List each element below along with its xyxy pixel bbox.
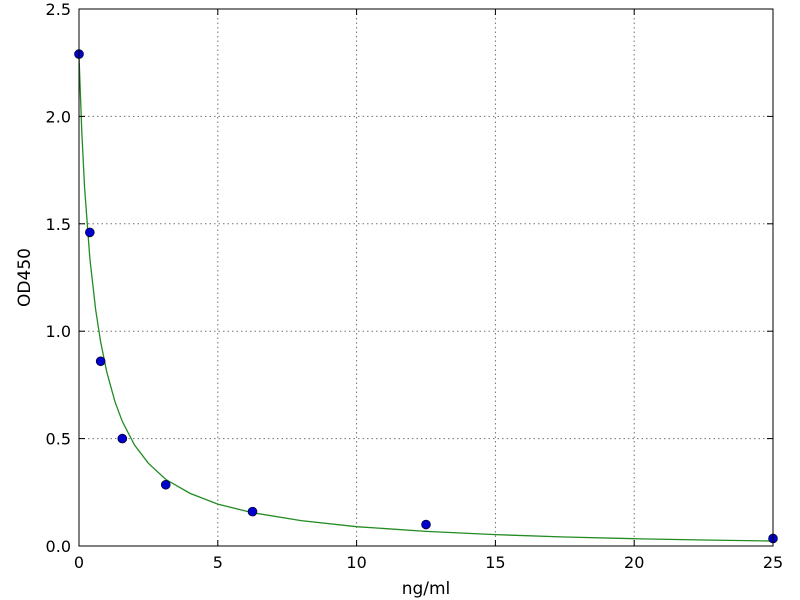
y-tick-label: 0.5 [46,430,71,449]
axis-ticks: 0 5 10 15 20 25 0.0 0.5 1.0 1.5 2.0 2.5 [46,0,784,572]
x-tick-label: 20 [624,553,644,572]
data-point [160,479,171,490]
plot-frame [78,8,774,547]
data-point [85,227,95,238]
fitted-curve-layer [78,56,774,542]
x-tick-label: 5 [213,553,223,572]
fitted-curve-line [78,56,774,542]
data-points-layer [74,49,778,544]
y-tick-label: 2.5 [46,0,71,19]
y-tick-label: 0.0 [46,537,71,556]
x-tick-label: 15 [485,553,505,572]
data-point [247,506,258,517]
data-point [421,519,431,530]
y-tick-label: 1.0 [46,322,71,341]
x-tick-label: 10 [346,553,366,572]
y-tick-label: 1.5 [46,215,71,234]
y-tick-label: 2.0 [46,107,71,126]
data-point [117,433,128,444]
grid-lines [79,9,773,546]
x-tick-label: 25 [763,553,783,572]
x-tick-label: 0 [74,553,84,572]
y-axis-label: OD450 [15,248,35,307]
data-point [95,356,106,367]
x-axis-label: ng/ml [402,579,451,599]
